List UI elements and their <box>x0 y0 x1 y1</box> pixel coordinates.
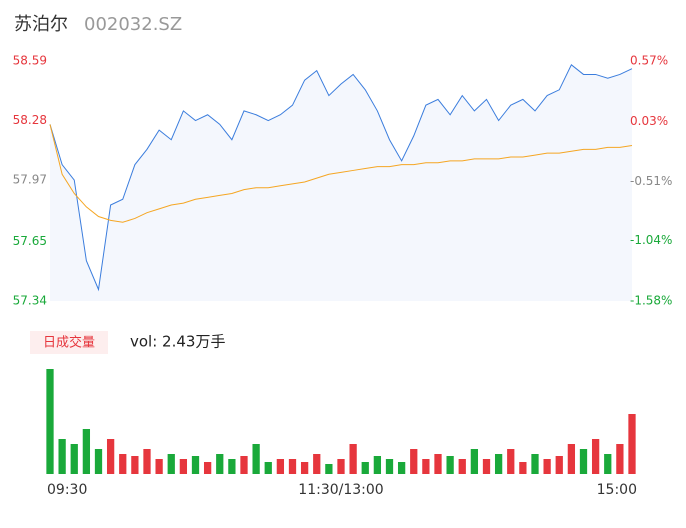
volume-bar <box>143 449 151 474</box>
volume-bar <box>216 454 224 474</box>
volume-bar <box>349 444 357 474</box>
volume-bar <box>337 459 345 474</box>
legend-box <box>30 331 108 354</box>
volume-bar <box>555 456 563 474</box>
volume-bar <box>567 444 576 474</box>
volume-bar <box>300 462 309 474</box>
y-tick-label: 58.59 <box>13 54 47 68</box>
volume-bar <box>179 459 188 474</box>
y-tick-label: 57.34 <box>13 294 47 308</box>
y2-tick-label: -1.58% <box>630 294 672 308</box>
volume-bar <box>531 454 539 474</box>
volume-bar <box>579 449 588 474</box>
volume-bar <box>470 449 479 474</box>
volume-bar <box>94 449 103 474</box>
volume-bar <box>361 462 369 474</box>
volume-bar <box>482 459 491 474</box>
volume-bar <box>397 462 406 474</box>
volume-bar <box>155 459 163 474</box>
volume-bar <box>46 369 54 474</box>
volume-bar <box>58 439 66 474</box>
volume-bar <box>325 464 333 474</box>
volume-bar <box>494 454 503 474</box>
volume-bar <box>131 456 139 474</box>
volume-bar <box>591 439 600 474</box>
price-area <box>50 64 632 301</box>
price-line <box>49 64 633 292</box>
volume-bar <box>628 414 636 474</box>
volume-bar <box>240 456 248 474</box>
volume-bar <box>543 459 551 474</box>
volume-bar <box>434 454 442 474</box>
volume-bar <box>313 454 321 474</box>
volume-bar <box>410 449 418 474</box>
volume-text: vol: 2.43万手 <box>130 333 225 351</box>
volume-bar <box>119 454 127 474</box>
x-tick-label: 09:30 <box>47 482 87 498</box>
x-tick-label: 11:30/13:00 <box>298 482 383 498</box>
volume-bar <box>385 459 394 474</box>
volume-bar <box>70 444 78 474</box>
volume-bar <box>203 462 212 474</box>
volume-bar <box>519 462 527 474</box>
volume-bar <box>458 459 466 474</box>
volume-bar <box>252 444 260 474</box>
y2-tick-label: -1.04% <box>630 233 672 247</box>
volume-bar <box>106 439 115 474</box>
volume-bar <box>82 429 91 474</box>
volume-bar <box>446 456 454 474</box>
volume-legend: 日成交量 <box>43 335 95 351</box>
average-line <box>49 124 633 223</box>
volume-bar <box>191 456 200 474</box>
volume-bar <box>422 459 430 474</box>
volume-bar <box>228 459 236 474</box>
y-tick-label: 57.97 <box>13 173 47 187</box>
volume-bar <box>264 462 272 474</box>
stock-name: 苏泊尔 <box>14 14 68 35</box>
volume-bar <box>288 459 297 474</box>
y2-tick-label: 0.57% <box>630 54 668 68</box>
y2-tick-label: -0.51% <box>630 174 672 188</box>
volume-bar <box>373 456 382 474</box>
volume-bar <box>507 449 515 474</box>
y2-tick-label: 0.03% <box>630 114 668 128</box>
y-tick-label: 57.65 <box>13 234 47 248</box>
x-tick-label: 15:00 <box>597 482 637 498</box>
volume-bar <box>167 454 175 474</box>
volume-bar <box>604 454 612 474</box>
stock-code: 002032.SZ <box>84 14 182 35</box>
volume-bar <box>616 444 624 474</box>
y-tick-label: 58.28 <box>13 113 47 127</box>
volume-bar <box>276 459 285 474</box>
